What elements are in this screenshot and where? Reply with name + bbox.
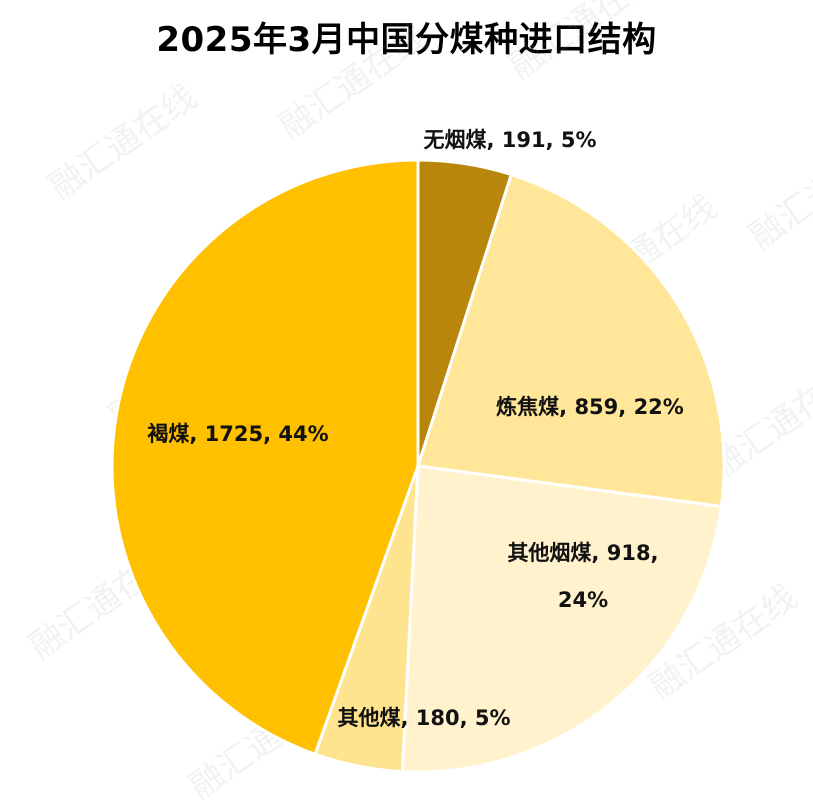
watermark-text: 融汇通在线 bbox=[742, 127, 813, 257]
watermark-text: 融汇通在线 bbox=[272, 17, 434, 147]
slice-label-lignite: 褐煤, 1725, 44% bbox=[146, 422, 328, 446]
pie-slice-other-bituminous bbox=[400, 464, 723, 774]
slice-label-other-bituminous: 其他烟煤, 918, bbox=[507, 541, 658, 565]
chart-title: 2025年3月中国分煤种进口结构 bbox=[156, 20, 657, 60]
slice-label-coking-coal: 炼焦煤, 859, 22% bbox=[496, 395, 684, 419]
pie-slice-coking-coal bbox=[416, 172, 726, 509]
pie-slice-lignite bbox=[110, 158, 420, 757]
slice-label-anthracite: 无烟煤, 191, 5% bbox=[423, 128, 596, 152]
watermark-text: 融汇通在线 bbox=[502, 0, 664, 87]
slice-label-other-coal: 其他煤, 180, 5% bbox=[337, 706, 510, 730]
watermark-text: 融汇通在线 bbox=[42, 77, 204, 207]
slice-label-other-bituminous-line2: 24% bbox=[558, 588, 608, 612]
pie-slices bbox=[110, 158, 726, 774]
slice-labels: 无烟煤, 191, 5% 炼焦煤, 859, 22% 其他烟煤, 918, 24% 其他… bbox=[146, 128, 683, 730]
